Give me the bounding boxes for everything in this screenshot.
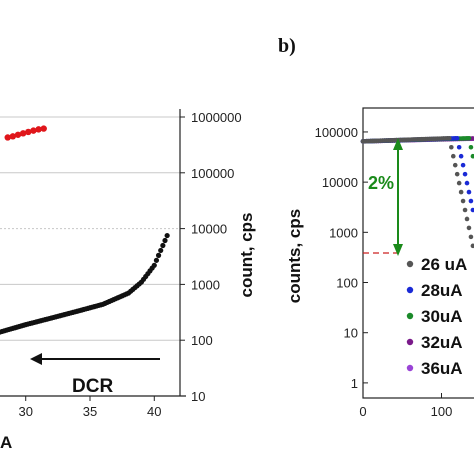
panel-b-y-tick-label: 100 xyxy=(336,276,358,291)
panel-b-y-tick-labels: 1 10 100 1000 10000 100000 xyxy=(315,125,368,391)
panel-a-black-point xyxy=(153,257,160,263)
panel-a-y-tick-label: 1000000 xyxy=(191,110,242,125)
panel-a-red-point xyxy=(25,128,32,136)
panel-b-x-tick-label: 100 xyxy=(431,404,453,419)
panel-a-black-point xyxy=(158,247,164,254)
green-arrow-down-head xyxy=(393,244,403,256)
panel-b-x-tick-labels: 0 100 xyxy=(359,393,452,419)
panel-b-legend: 26 uA 28uA 30uA 32uA 36uA xyxy=(402,250,474,390)
panel-b-series-point xyxy=(468,234,474,240)
panel-a-x-tick-label: 30 xyxy=(18,404,32,419)
panel-b-series-point xyxy=(460,198,466,204)
panel-b-series-point xyxy=(460,162,466,168)
panel-b-series-point xyxy=(462,207,468,213)
panel-a-red-point xyxy=(40,125,47,132)
panel-b-series-point xyxy=(466,135,472,141)
panel-a-red-point xyxy=(14,131,22,138)
panel-a-black-point xyxy=(155,252,162,258)
panel-a-y-tick-label: 100 xyxy=(191,333,213,348)
panel-b-series-point xyxy=(470,207,474,213)
panel-b-series-point xyxy=(468,144,474,150)
dcr-arrow-head xyxy=(30,353,42,365)
dcr-label: DCR xyxy=(72,376,113,397)
panel-a-y-tick-label: 100000 xyxy=(191,166,234,181)
panel-b-series-point xyxy=(458,153,464,159)
panel-b-y-tick-label: 1 xyxy=(351,376,358,391)
panel-a-x-axis-label: A xyxy=(0,433,12,452)
panel-a-gridlines xyxy=(0,116,180,397)
panel-b-series-point xyxy=(456,180,462,186)
panel-b-series-point xyxy=(464,180,470,186)
panel-a-y-tick-label: 10000 xyxy=(191,222,227,237)
panel-b-series-point xyxy=(466,225,472,231)
panel-a-black-point xyxy=(160,242,166,249)
panel-a-x-tick-labels: 30 35 40 xyxy=(18,396,162,419)
panel-b-series-point xyxy=(462,171,468,177)
panel-a-frame xyxy=(0,109,186,397)
panel-a-y-tick-labels: 10 100 1000 10000 100000 1000000 xyxy=(180,110,242,404)
panel-a-x-tick-label: 40 xyxy=(147,404,161,419)
legend-label: 28uA xyxy=(421,281,463,300)
two-percent-label: 2% xyxy=(368,173,394,193)
panel-a-y-tick-label: 10 xyxy=(191,389,205,404)
panel-a-red-point xyxy=(9,133,17,140)
green-arrow-up-head xyxy=(393,138,403,150)
panel-b-2pct-annotation: 2% xyxy=(363,138,474,256)
panel-b-chart: 1 10 100 1000 10000 100000 0 100 2% 26 uA 28uA 3… xyxy=(285,107,474,419)
panel-a-y-tick-label: 1000 xyxy=(191,277,220,292)
panel-b-y-tick-label: 1000 xyxy=(329,225,358,240)
legend-label: 30uA xyxy=(421,307,463,326)
panel-b-series-point xyxy=(464,216,470,222)
panel-b-series-point xyxy=(454,135,460,141)
panel-a-black-point xyxy=(164,232,170,239)
panel-a-y-axis-label: count, cps xyxy=(237,212,256,297)
panel-b-series-point xyxy=(470,153,474,159)
panel-b-y-tick-label: 100000 xyxy=(315,125,358,140)
panel-b-series-point xyxy=(466,189,472,195)
panel-a-red-point xyxy=(19,130,27,137)
panel-a-black-point xyxy=(151,262,157,268)
panel-a-dcr-annotation: DCR xyxy=(30,353,160,397)
panel-b-series xyxy=(360,135,474,249)
legend-marker xyxy=(406,312,414,320)
panel-b-x-tick-label: 0 xyxy=(359,404,366,419)
panel-b-series-point xyxy=(447,135,452,141)
panel-b-series-point xyxy=(450,153,456,159)
panel-a-series xyxy=(0,125,170,335)
legend-marker xyxy=(406,260,414,268)
panel-b-series-point xyxy=(452,162,458,168)
legend-background xyxy=(402,250,474,390)
panel-b-series-point xyxy=(456,144,462,150)
panel-b-label: b) xyxy=(278,35,296,57)
legend-marker xyxy=(406,286,414,294)
legend-marker xyxy=(406,338,414,346)
legend-label: 26 uA xyxy=(421,255,467,274)
panel-b-series-point xyxy=(449,144,454,150)
panel-b-series-point xyxy=(454,171,460,177)
panel-b-y-axis-label: counts, cps xyxy=(285,209,304,303)
panel-a-chart: 10 100 1000 10000 100000 1000000 30 35 40 DCR c… xyxy=(0,109,256,452)
panel-b-y-tick-label: 10 xyxy=(344,326,358,341)
panel-b-series-point xyxy=(470,136,474,141)
panel-b-series-point xyxy=(470,243,474,249)
panel-a-red-point xyxy=(30,127,37,134)
panel-a-x-tick-label: 35 xyxy=(83,404,97,419)
panel-b-y-tick-label: 10000 xyxy=(322,175,358,190)
panel-b-series-point xyxy=(468,198,474,204)
panel-a-black-point xyxy=(162,237,168,244)
panel-a-red-point xyxy=(4,134,11,141)
panel-b-series-point xyxy=(458,189,464,195)
legend-label: 32uA xyxy=(421,333,463,352)
legend-marker xyxy=(406,364,414,372)
legend-label: 36uA xyxy=(421,359,463,378)
panel-a-red-point xyxy=(35,126,42,133)
